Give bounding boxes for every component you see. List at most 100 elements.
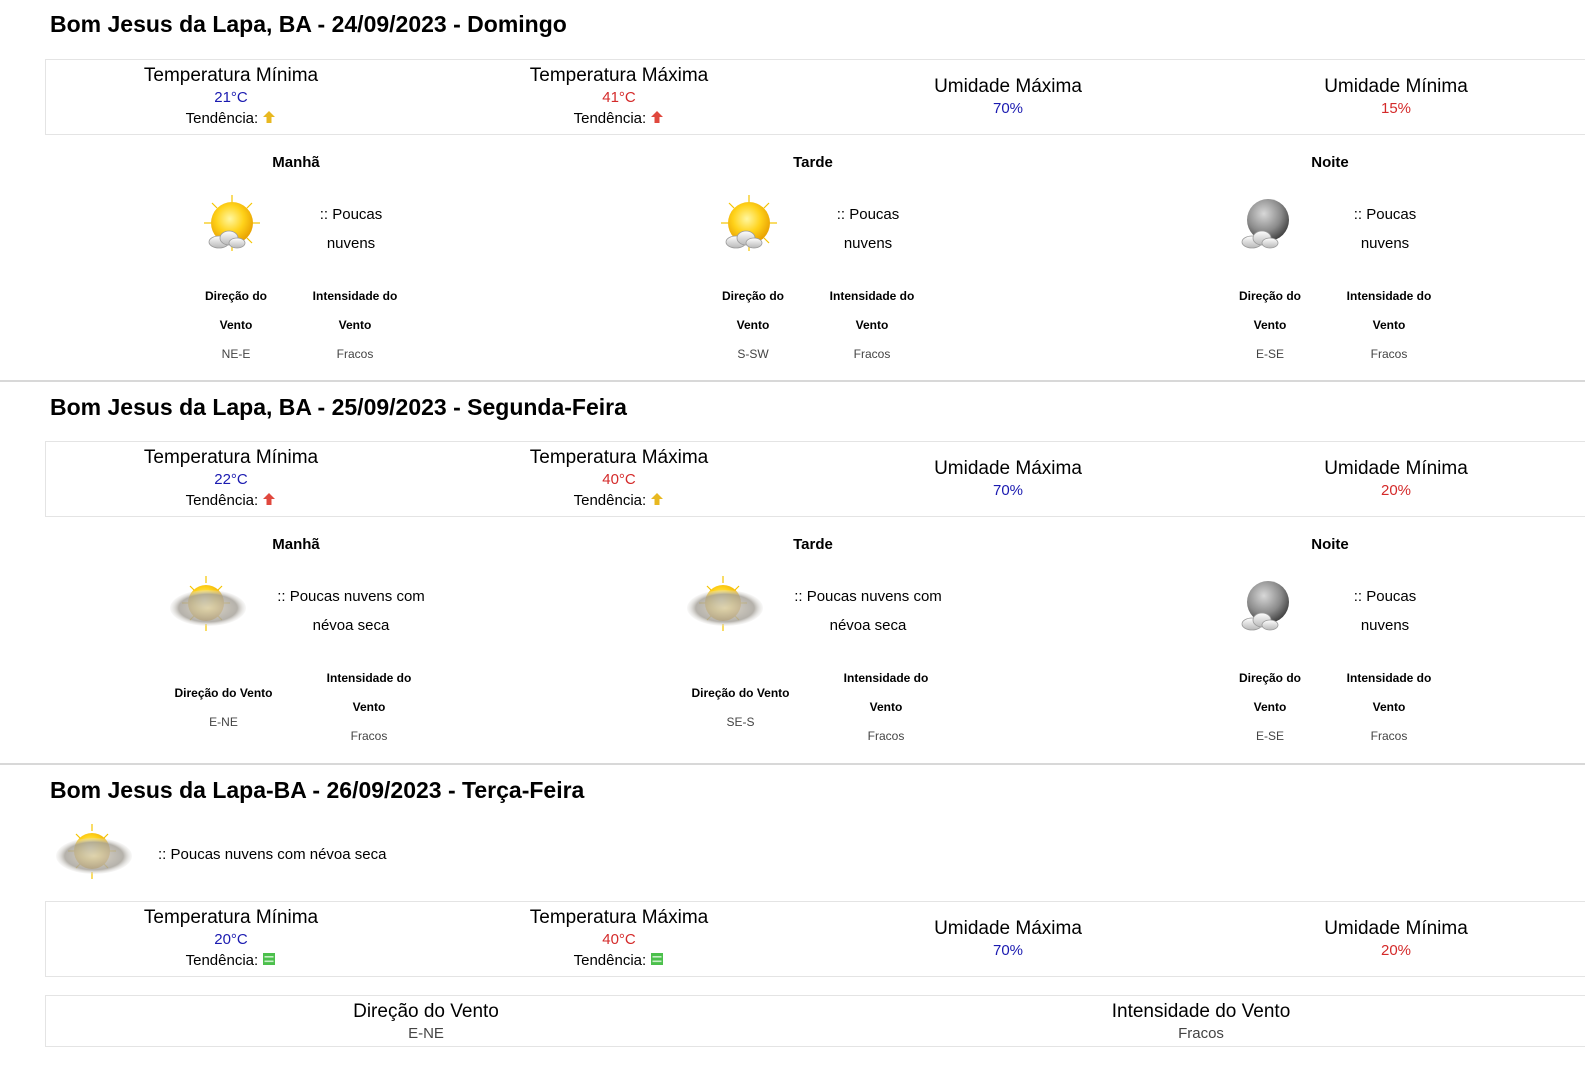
humidity-min: Umidade Mínima 20% [1256, 918, 1536, 994]
wind-direction: Direção do Vento NE-E [191, 282, 281, 369]
temp-min-label: Temperatura Mínima [143, 447, 319, 468]
period-afternoon: Tarde :: Poucas nuvens com névoa seca Di… [643, 536, 983, 756]
period-night: Noite :: Poucas nuvens Direção do Vento … [1160, 536, 1500, 756]
wind-intensity-label: Intensidade do [312, 289, 398, 303]
condition-line: nuvens [1360, 235, 1410, 252]
wind-intensity-value: Fracos [350, 729, 388, 743]
wind-intensity-label: Intensidade do [829, 289, 915, 303]
trend-stable-up-icon [651, 493, 664, 505]
humidity-min-label: Umidade Mínima [1324, 458, 1468, 479]
humidity-max: Umidade Máxima 70% [868, 458, 1148, 534]
wind-direction-value: E-NE [209, 715, 238, 729]
wind-intensity-label: Vento [1372, 700, 1406, 714]
wind-direction-label: Vento [1253, 318, 1287, 332]
day-title: Bom Jesus da Lapa, BA - 24/09/2023 - Dom… [50, 11, 567, 37]
condition-line: névoa seca [312, 617, 390, 634]
period-morning: Manhã :: Poucas nuvens com névoa seca Di… [126, 536, 466, 756]
wind-direction-label: Direção do Vento [174, 686, 273, 700]
period-name: Noite [1311, 154, 1349, 171]
sun-cloud-icon [204, 195, 260, 251]
humidity-min-value: 20% [1380, 482, 1412, 499]
condition-line: névoa seca [829, 617, 907, 634]
period-name: Tarde [793, 536, 833, 553]
wind-direction-label: Direção do Vento [353, 1001, 499, 1022]
condition-line: :: Poucas [836, 206, 900, 223]
wind-direction: Direção do Vento E-NE [166, 679, 281, 737]
humidity-max-value: 70% [992, 942, 1024, 959]
moon-cloud-icon [1241, 581, 1289, 631]
trend: Tendência: [91, 492, 371, 509]
condition-line: :: Poucas [319, 206, 383, 223]
wind-summary: Direção do Vento E-NE Intensidade do Ven… [45, 995, 1585, 1047]
wind-intensity-label: Vento [869, 700, 903, 714]
temp-max: Temperatura Máxima 40°C Tendência: [479, 907, 759, 983]
wind-intensity-label: Intensidade do Vento [1111, 1001, 1291, 1022]
wind-direction: Direção do Vento SE-S [683, 679, 798, 737]
wind-direction-value: SE-S [726, 715, 755, 729]
day-title: Bom Jesus da Lapa, BA - 25/09/2023 - Seg… [50, 394, 627, 420]
wind-intensity-value: Fracos [1370, 729, 1408, 743]
trend-stable-icon [263, 953, 276, 965]
trend-label: Tendência: [185, 952, 259, 969]
wind-intensity-label: Intensidade do [1346, 289, 1432, 303]
temp-max-value: 40°C [602, 931, 636, 948]
sun-cloud-icon [721, 195, 777, 251]
wind-direction-label: Vento [1253, 700, 1287, 714]
humidity-min-value: 15% [1380, 100, 1412, 117]
condition: :: Poucas nuvens [1325, 582, 1445, 640]
trend: Tendência: [91, 110, 371, 127]
condition-line: :: Poucas [1353, 588, 1417, 605]
condition: :: Poucas nuvens [1325, 200, 1445, 258]
trend-up-icon [263, 493, 276, 505]
humidity-min: Umidade Mínima 20% [1256, 458, 1536, 534]
wind-direction-value: E-SE [1255, 347, 1284, 361]
moon-cloud-icon [1241, 199, 1289, 249]
wind-intensity: Intensidade do Vento Fracos [1334, 664, 1444, 751]
temp-max-label: Temperatura Máxima [529, 65, 709, 86]
wind-intensity: Intensidade do Vento Fracos [817, 282, 927, 369]
wind-intensity: Intensidade do Vento Fracos [831, 664, 941, 751]
trend-up-icon [651, 111, 664, 123]
trend-label: Tendência: [185, 110, 259, 127]
trend-label: Tendência: [185, 492, 259, 509]
temp-max: Temperatura Máxima 41°C Tendência: [479, 65, 759, 141]
wind-direction-label: Direção do [1238, 289, 1301, 303]
humidity-min-label: Umidade Mínima [1324, 918, 1468, 939]
condition: :: Poucas nuvens com névoa seca [266, 582, 436, 640]
wind-intensity: Intensidade do Vento Fracos [314, 664, 424, 751]
day-title: Bom Jesus da Lapa-BA - 26/09/2023 - Terç… [50, 777, 585, 803]
wind-direction: Direção do Vento E-SE [1225, 282, 1315, 369]
temp-max-label: Temperatura Máxima [529, 907, 709, 928]
wind-direction-label: Direção do Vento [691, 686, 790, 700]
wind-intensity-value: Fracos [853, 347, 891, 361]
wind-direction-label: Vento [736, 318, 770, 332]
temp-max: Temperatura Máxima 40°C Tendência: [479, 447, 759, 523]
period-name: Noite [1311, 536, 1349, 553]
condition-line: nuvens [1360, 617, 1410, 634]
humidity-max-label: Umidade Máxima [934, 458, 1082, 479]
trend-label: Tendência: [573, 110, 647, 127]
sun-haze-icon [687, 576, 763, 631]
divider [0, 380, 1585, 382]
humidity-max-label: Umidade Máxima [934, 918, 1082, 939]
temp-min: Temperatura Mínima 22°C Tendência: [91, 447, 371, 523]
wind-intensity-label: Vento [352, 700, 386, 714]
trend: Tendência: [91, 952, 371, 969]
sun-haze-icon [56, 824, 132, 879]
wind-direction-label: Vento [219, 318, 253, 332]
humidity-max: Umidade Máxima 70% [868, 918, 1148, 994]
wind-intensity-value: Fracos [336, 347, 374, 361]
wind-intensity-value: Fracos [1370, 347, 1408, 361]
humidity-max-label: Umidade Máxima [934, 76, 1082, 97]
wind-direction: Direção do Vento E-NE [46, 1001, 806, 1042]
humidity-max-value: 70% [992, 482, 1024, 499]
trend: Tendência: [479, 952, 759, 969]
day-summary: :: Poucas nuvens com névoa seca [158, 846, 387, 863]
period-name: Tarde [793, 154, 833, 171]
wind-direction: Direção do Vento S-SW [708, 282, 798, 369]
condition: :: Poucas nuvens [808, 200, 928, 258]
daily-summary: Temperatura Mínima 20°C Tendência: Tempe… [45, 901, 1585, 977]
temp-max-value: 40°C [602, 471, 636, 488]
condition: :: Poucas nuvens [291, 200, 411, 258]
condition-line: nuvens [326, 235, 376, 252]
